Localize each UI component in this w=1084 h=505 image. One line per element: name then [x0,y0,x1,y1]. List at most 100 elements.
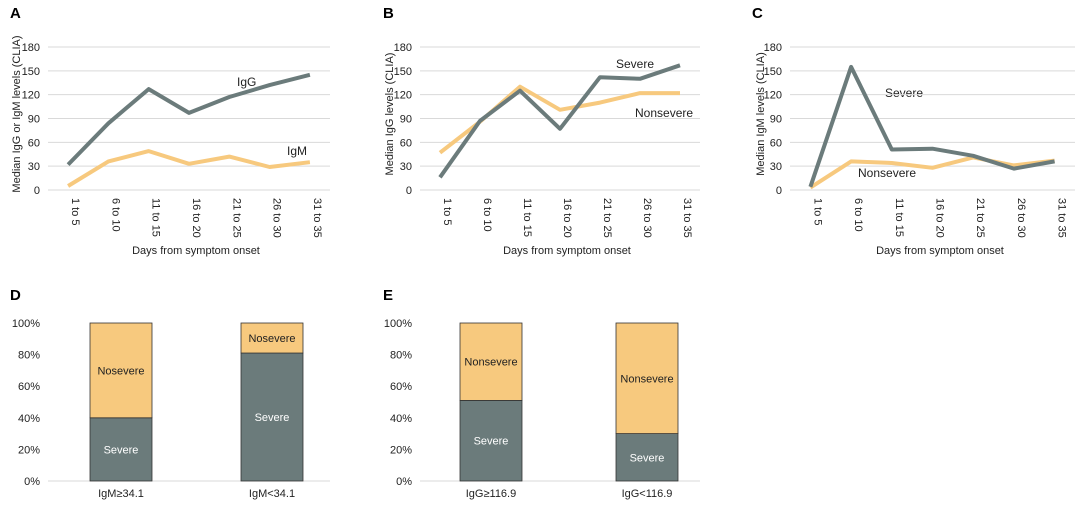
panel-b-ytick-label: 90 [400,114,412,126]
panel-b-chart: 0 30 60 90 120 150 180 1 to 5 6 to 10 11 to 15 16 … [394,42,700,238]
panel-b-ytick-label: 60 [400,137,412,149]
panel-c-xtick-label: 6 to 10 [852,198,864,232]
panel-c-xtick-label: 21 to 25 [974,198,986,238]
panel-c-ytick-label: 150 [764,66,782,78]
panel-b-xtick-label: 16 to 20 [561,198,573,238]
panel-a-xtick-label: 6 to 10 [109,198,121,232]
panel-b-xlabel: Days from symptom onset [503,245,631,257]
panel-a-ytick-label: 180 [22,42,40,54]
panel-d-category-label: IgM<34.1 [249,488,295,500]
panel-b-ytick-label: 150 [394,66,412,78]
panel-c-label-severe: Severe [885,86,923,100]
panel-b-ytick-label: 120 [394,90,412,102]
panel-a-ytick-label: 0 [34,185,40,197]
panel-e-bar-nonsevere [615,322,679,434]
panel-a-chart: 0 30 60 90 120 150 180 1 to 5 6 to 10 11 to 15 16 … [22,42,330,238]
panel-b-xtick-label: 26 to 30 [641,198,653,238]
panel-e-category-label: IgG<116.9 [622,488,673,500]
panel-a-ylabel: Median IgG or IgM levels (CLIA) [11,35,23,192]
panel-c-ytick-label: 60 [770,137,782,149]
panel-c-label-nonsevere: Nonsevere [858,166,916,180]
panel-b-xtick-label: 6 to 10 [481,198,493,232]
panel-e-segment-label: Severe [630,452,665,464]
panel-e-ytick-label: 100% [384,318,412,330]
panel-a-ytick-label: 60 [28,137,40,149]
panel-d-ytick-label: 80% [18,350,40,362]
panel-d-bar-nonsevere [89,322,153,419]
panel-a-ytick-label: 120 [22,90,40,102]
panel-e-ytick-label: 60% [390,381,412,393]
panel-e-bar-nonsevere [459,322,523,401]
panel-b-ytick-label: 30 [400,161,412,173]
panel-b-xtick-label: 11 to 15 [521,198,533,237]
panel-letter-c: C [752,5,763,22]
panel-b-xtick-label: 1 to 5 [441,198,453,226]
panel-d-category-label: IgM≥34.1 [98,488,144,500]
panel-d-ytick-label: 100% [12,318,40,330]
panel-d-ytick-label: 20% [18,444,40,456]
panel-b-series-line-severe [438,63,681,179]
panel-b-ytick-label: 0 [406,185,412,197]
panel-letter-b: B [383,5,394,22]
panel-e-ytick-label: 80% [390,350,412,362]
panel-letter-e: E [383,287,393,304]
panel-d-chart: 0% 20% 40% 60% 80% 100% Severe Nosevere IgM≥34.1… [12,318,330,500]
panel-a-xlabel: Days from symptom onset [132,245,260,257]
panel-a-ytick-label: 90 [28,114,40,126]
panel-a-xtick-label: 16 to 20 [190,198,202,238]
panel-d-bar-severe [89,417,153,482]
panel-b-ylabel: Median IgG levels (CLIA) [384,53,396,176]
panel-d-segment-label: Nosevere [97,365,144,377]
panel-e-segment-label: Nonsevere [620,373,673,385]
panel-d-bar-nonsevere [240,322,304,354]
panel-a-xtick-label: 1 to 5 [69,198,81,226]
panel-a-xtick-label: 31 to 35 [311,198,323,238]
panel-b-ytick-label: 180 [394,42,412,54]
panel-a-label-igg: IgG [237,75,256,89]
panel-e-bar-severe [459,400,523,482]
panel-d-segment-label: Severe [255,412,290,424]
panel-c-ytick-label: 30 [770,161,782,173]
panel-d-ytick-label: 60% [18,381,40,393]
panel-c-series-line-nonsevere [809,155,1055,190]
panel-d-ytick-label: 40% [18,413,40,425]
panel-a-ytick-label: 150 [22,66,40,78]
panel-e-segment-label: Nonsevere [464,357,517,369]
panel-c-ylabel: Median IgM levels (CLIA) [755,52,767,176]
panel-c-xtick-label: 26 to 30 [1015,198,1027,238]
panel-e-ytick-label: 40% [390,413,412,425]
panel-a-series-line-igm [67,149,311,188]
panel-e-category-label: IgG≥116.9 [466,488,516,500]
panel-e-segment-label: Severe [474,436,509,448]
panel-e-chart: 0% 20% 40% 60% 80% 100% Severe Nonsevere IgG≥116… [384,318,700,500]
panel-b-label-nonsevere: Nonsevere [635,106,693,120]
panel-e-ytick-label: 20% [390,444,412,456]
panel-a-xtick-label: 26 to 30 [271,198,283,238]
panel-d-segment-label: Nosevere [248,333,295,345]
panel-c-ytick-label: 180 [764,42,782,54]
panel-c-chart: 0 30 60 90 120 150 180 1 to 5 6 to 10 11 to 15 16 … [764,42,1075,238]
panel-c-xtick-label: 16 to 20 [934,198,946,238]
panel-c-ytick-label: 120 [764,90,782,102]
panel-d-segment-label: Severe [104,444,139,456]
panel-c-xtick-label: 31 to 35 [1056,198,1068,238]
panel-c-ytick-label: 0 [776,185,782,197]
panel-e-ytick-label: 0% [396,476,412,488]
panel-a-series-line-igg [66,72,311,166]
panel-e-bar-severe [615,433,679,482]
panel-a-xtick-label: 21 to 25 [230,198,242,238]
panel-letter-d: D [10,287,21,304]
panel-a-label-igm: IgM [287,144,307,158]
panel-c-xtick-label: 1 to 5 [811,198,823,226]
panel-b-label-severe: Severe [616,57,654,71]
panel-letter-a: A [10,5,21,22]
panel-d-bar-severe [240,352,304,482]
panel-b-xtick-label: 31 to 35 [681,198,693,238]
panel-d-ytick-label: 0% [24,476,40,488]
plots: 0 30 60 90 120 150 180 1 to 5 6 to 10 11 to 15 16 … [12,42,1075,500]
panel-c-xtick-label: 11 to 15 [893,198,905,237]
panel-c-ytick-label: 90 [770,114,782,126]
panel-b-xtick-label: 21 to 25 [601,198,613,238]
panel-c-series-line-severe [808,64,1055,188]
